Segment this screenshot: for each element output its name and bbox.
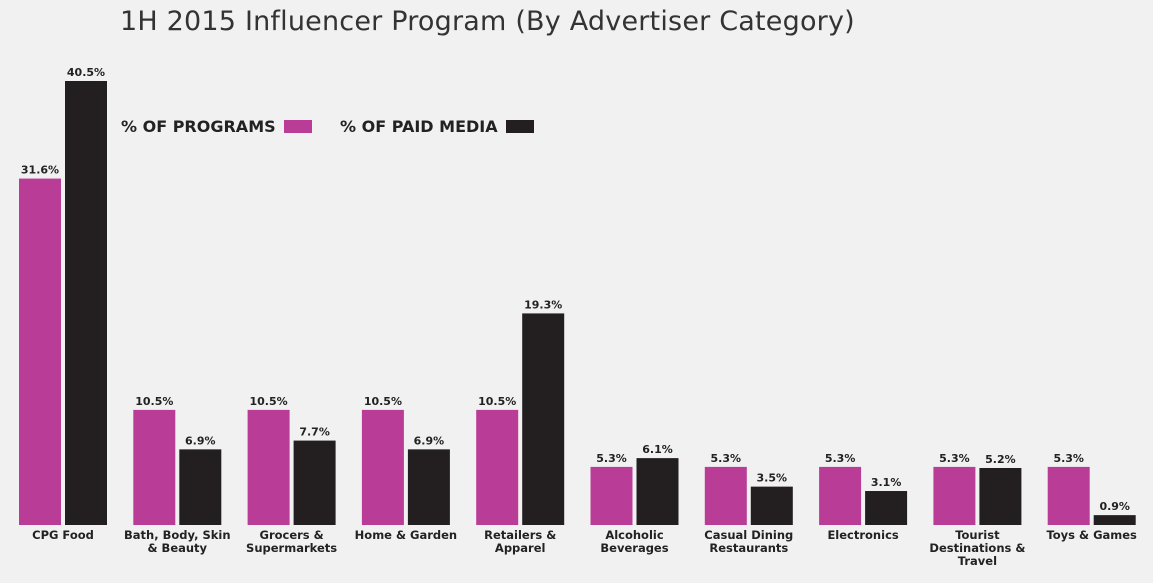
category-label-line: Toys & Games (1046, 528, 1137, 542)
bar-programs-8 (933, 466, 976, 525)
bar-programs-3 (361, 409, 404, 525)
bar-paid-media-3 (407, 449, 450, 525)
data-label-paid-media-8: 5.2% (985, 453, 1016, 466)
legend-swatch-paid-media (505, 120, 534, 133)
category-label-1: Bath, Body, Skin & Beauty (124, 528, 231, 555)
data-label-programs-5: 5.3% (596, 452, 627, 465)
category-label-line: Beverages (600, 541, 668, 555)
category-label-line: Supermarkets (246, 541, 337, 555)
data-label-paid-media-1: 6.9% (185, 434, 216, 447)
legend-label-paid-media: % OF PAID MEDIA (340, 117, 498, 136)
category-label-4: Retailers & Apparel (484, 528, 556, 555)
bar-programs-9 (1047, 466, 1090, 525)
category-label-5: Alcoholic Beverages (600, 528, 668, 555)
data-label-programs-2: 10.5% (250, 395, 288, 408)
category-label-3: Home & Garden (355, 528, 457, 542)
data-label-programs-9: 5.3% (1053, 452, 1084, 465)
data-label-programs-7: 5.3% (825, 452, 856, 465)
bar-programs-4 (476, 409, 519, 525)
legend-item-paid-media: % OF PAID MEDIA (340, 117, 534, 136)
category-label-2: Grocers & Supermarkets (246, 528, 337, 555)
category-label-line: Restaurants (709, 541, 788, 555)
category-label-line: Destinations & (929, 541, 1025, 555)
data-label-paid-media-6: 3.5% (757, 472, 788, 485)
bar-paid-media-0 (65, 81, 107, 525)
category-label-line: Bath, Body, Skin (124, 528, 231, 542)
category-label-line: Travel (958, 554, 997, 568)
bar-programs-0 (19, 178, 61, 525)
data-label-programs-8: 5.3% (939, 452, 970, 465)
data-label-programs-6: 5.3% (711, 452, 742, 465)
category-label-6: Casual Dining Restaurants (704, 528, 793, 555)
data-label-programs-3: 10.5% (364, 395, 402, 408)
data-label-paid-media-0: 40.5% (67, 66, 105, 79)
category-label-line: Apparel (495, 541, 546, 555)
data-label-paid-media-7: 3.1% (871, 476, 902, 489)
category-label-line: Grocers & (260, 528, 324, 542)
category-label-line: CPG Food (32, 528, 94, 542)
category-label-line: Alcoholic (605, 528, 664, 542)
category-label-7: Electronics (827, 528, 898, 542)
bar-paid-media-9 (1093, 515, 1136, 525)
bar-paid-media-4 (522, 313, 565, 525)
bar-programs-1 (133, 409, 176, 525)
bar-paid-media-8 (979, 467, 1022, 525)
data-label-programs-1: 10.5% (135, 395, 173, 408)
legend-item-programs: % OF PROGRAMS (121, 117, 312, 136)
data-label-paid-media-9: 0.9% (1099, 500, 1130, 513)
bar-programs-2 (247, 409, 290, 525)
bar-programs-6 (704, 466, 747, 525)
bar-paid-media-2 (293, 440, 336, 525)
legend-label-programs: % OF PROGRAMS (121, 117, 276, 136)
category-label-9: Toys & Games (1046, 528, 1137, 542)
data-label-paid-media-3: 6.9% (414, 434, 445, 447)
category-label-line: Casual Dining (704, 528, 793, 542)
chart-title: 1H 2015 Influencer Program (By Advertise… (120, 6, 855, 37)
bar-paid-media-5 (636, 458, 679, 525)
category-label-8: Tourist Destinations & Travel (929, 528, 1025, 568)
bar-paid-media-6 (750, 486, 793, 525)
bar-paid-media-7 (865, 491, 908, 525)
data-label-programs-0: 31.6% (21, 164, 59, 177)
data-label-paid-media-2: 7.7% (299, 426, 330, 439)
bar-programs-7 (819, 466, 862, 525)
category-label-line: Retailers & (484, 528, 556, 542)
category-label-line: Electronics (827, 528, 898, 542)
category-label-0: CPG Food (32, 528, 94, 542)
data-label-programs-4: 10.5% (478, 395, 516, 408)
category-label-line: & Beauty (148, 541, 208, 555)
bar-paid-media-1 (179, 449, 222, 525)
bar-programs-5 (590, 466, 633, 525)
data-label-paid-media-4: 19.3% (524, 298, 562, 311)
legend-swatch-programs (283, 120, 312, 133)
data-label-paid-media-5: 6.1% (642, 443, 673, 456)
category-label-line: Tourist (955, 528, 1000, 542)
category-label-line: Home & Garden (355, 528, 457, 542)
